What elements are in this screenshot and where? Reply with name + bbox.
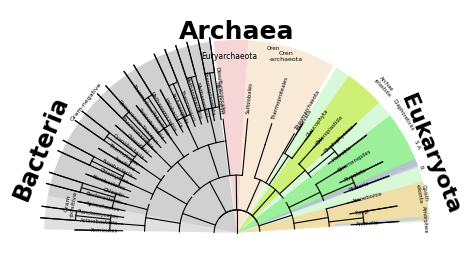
Text: Gram-negative: Gram-negative	[70, 82, 103, 122]
Text: Actinobacteria: Actinobacteria	[80, 218, 118, 226]
Wedge shape	[237, 68, 429, 233]
Wedge shape	[213, 40, 248, 233]
Text: Cyanobacteria: Cyanobacteria	[111, 133, 145, 161]
Text: Fibrobacteres: Fibrobacteres	[91, 174, 127, 192]
Text: Thermomicrobia: Thermomicrobia	[120, 116, 154, 150]
Text: Glaucophyta: Glaucophyta	[306, 109, 330, 138]
Text: Thermodesulfobacteria: Thermodesulfobacteria	[131, 83, 171, 136]
Text: Methanomicrobia: Methanomicrobia	[148, 91, 177, 133]
Text: Archaeoglobi: Archaeoglobi	[170, 92, 189, 126]
Text: Opisth
-okonta: Opisth -okonta	[415, 183, 429, 204]
Text: Proteobacteria: Proteobacteria	[137, 107, 165, 141]
Text: Methanococci: Methanococci	[195, 82, 209, 118]
Text: Cren
-archaeota: Cren -archaeota	[269, 51, 303, 62]
Text: Chlamydiae: Chlamydiae	[99, 168, 129, 185]
Text: Fungi: Fungi	[354, 208, 369, 216]
Text: Rhodophyceae: Rhodophyceae	[323, 124, 356, 154]
Text: Thaumarchaeota: Thaumarchaeota	[294, 89, 321, 131]
Text: Bacteria: Bacteria	[9, 92, 73, 204]
Wedge shape	[237, 115, 418, 233]
Text: S A: S A	[413, 139, 421, 150]
Text: Euryarchaeota: Euryarchaeota	[201, 52, 257, 61]
Wedge shape	[237, 181, 429, 233]
Text: Chlorobi: Chlorobi	[102, 187, 124, 199]
Text: R: R	[417, 165, 423, 170]
Wedge shape	[237, 159, 418, 233]
Text: Halobacteria: Halobacteria	[163, 97, 183, 129]
Wedge shape	[44, 42, 237, 233]
Text: Planctomycetes: Planctomycetes	[77, 208, 119, 219]
Text: Firmicutes: Firmicutes	[91, 228, 118, 233]
Text: Alveolata: Alveolata	[343, 167, 368, 183]
Text: Aquificae: Aquificae	[113, 156, 137, 173]
Wedge shape	[48, 42, 237, 233]
Text: Rhizaria: Rhizaria	[348, 181, 370, 193]
Text: Gram
-positive: Gram -positive	[63, 189, 78, 217]
Text: Animalia: Animalia	[356, 220, 379, 227]
Text: Spirochaetes: Spirochaetes	[86, 201, 120, 212]
Text: Diaphoreticks: Diaphoreticks	[392, 98, 416, 132]
Text: Thermotogae: Thermotogae	[109, 142, 140, 167]
Text: Archaea: Archaea	[179, 20, 295, 44]
Text: Chloroplastida: Chloroplastida	[315, 114, 344, 146]
Text: Thermoplasmata: Thermoplasmata	[202, 71, 216, 116]
Text: Deinococcus-Thermus: Deinococcus-Thermus	[117, 99, 159, 146]
Text: Stramenopiles: Stramenopiles	[337, 148, 373, 173]
Text: Fusobacteria: Fusobacteria	[100, 159, 133, 179]
Wedge shape	[237, 40, 333, 233]
Text: Desulfurococcales: Desulfurococcales	[214, 67, 225, 115]
Text: Methanopyri: Methanopyri	[213, 81, 223, 115]
Text: Eukaryota: Eukaryota	[397, 92, 463, 217]
Wedge shape	[335, 216, 429, 226]
Text: Archae
-plastida: Archae -plastida	[373, 74, 396, 98]
Text: Excavata: Excavata	[296, 109, 313, 132]
Text: Amoebozoa: Amoebozoa	[352, 191, 383, 204]
Text: Hacrobia: Hacrobia	[331, 145, 353, 163]
Text: Amorphea: Amorphea	[421, 206, 428, 234]
Text: Methanobacteria: Methanobacteria	[183, 76, 202, 120]
Text: Bacteroidetes: Bacteroidetes	[85, 191, 122, 205]
Text: Thermoproteales: Thermoproteales	[271, 75, 289, 120]
Wedge shape	[237, 76, 379, 233]
Text: Chloroflexi: Chloroflexi	[125, 133, 149, 156]
Text: Sulfolobales: Sulfolobales	[246, 82, 254, 114]
Text: Oren: Oren	[266, 46, 280, 51]
Text: Thermococci: Thermococci	[179, 90, 196, 123]
